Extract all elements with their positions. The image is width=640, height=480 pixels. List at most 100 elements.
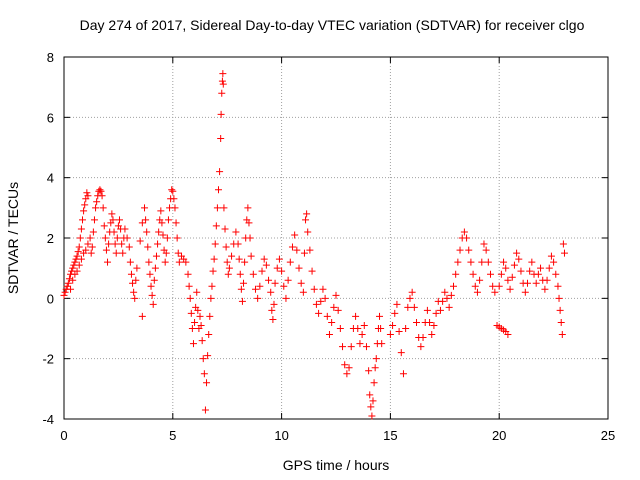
data-point (98, 192, 106, 200)
data-point (341, 361, 349, 369)
data-points-layer (60, 70, 568, 420)
data-point (168, 186, 176, 194)
data-point (105, 240, 113, 248)
data-point (302, 216, 310, 224)
data-point (286, 258, 294, 266)
x-tick-label: 20 (492, 428, 506, 443)
data-point (334, 306, 342, 314)
data-point (188, 325, 196, 332)
data-point (84, 192, 92, 200)
x-tick-label: 10 (274, 428, 288, 443)
data-point (69, 264, 77, 272)
data-point (187, 309, 195, 317)
data-point (159, 231, 167, 239)
data-point (238, 297, 246, 305)
data-point (268, 306, 276, 314)
data-point (97, 187, 105, 195)
data-point (372, 355, 380, 363)
data-point (126, 258, 134, 266)
data-point (528, 258, 536, 266)
data-point (358, 331, 366, 339)
data-point (521, 288, 529, 296)
data-point (273, 264, 281, 272)
data-point (395, 328, 403, 336)
data-point (199, 355, 207, 363)
x-tick-label: 5 (169, 428, 176, 443)
data-point (506, 285, 514, 293)
data-point (201, 406, 209, 414)
data-point (328, 318, 336, 326)
plot-frame (63, 56, 609, 420)
data-point (83, 189, 91, 197)
data-point (369, 397, 377, 405)
data-point (207, 294, 215, 302)
data-point (119, 249, 127, 257)
x-axis-label: GPS time / hours (283, 457, 390, 473)
data-point (205, 331, 213, 339)
data-point (133, 264, 141, 272)
data-point (300, 249, 308, 257)
data-point (537, 264, 545, 272)
data-point (113, 234, 121, 242)
data-point (557, 318, 565, 326)
data-point (534, 270, 542, 278)
data-point (471, 282, 479, 290)
data-point (510, 261, 518, 269)
x-tick-label: 25 (601, 428, 615, 443)
data-point (99, 204, 107, 212)
data-point (211, 240, 219, 248)
data-point (413, 318, 421, 326)
data-point (218, 89, 226, 97)
data-point (247, 252, 255, 260)
data-point (76, 234, 84, 242)
data-point (169, 187, 177, 195)
data-point (74, 248, 82, 256)
data-point (360, 321, 368, 329)
data-point (469, 270, 477, 278)
data-point (502, 264, 510, 272)
data-point (482, 246, 490, 254)
data-point (245, 219, 253, 227)
data-point (170, 195, 178, 203)
data-point (144, 243, 152, 251)
data-point (149, 300, 157, 308)
data-point (206, 312, 214, 320)
data-point (254, 294, 262, 302)
data-point (138, 312, 146, 320)
data-point (491, 288, 499, 296)
data-point (73, 267, 81, 275)
data-point (456, 246, 464, 254)
data-point (197, 321, 205, 329)
data-point (447, 291, 455, 299)
data-point (258, 267, 266, 275)
data-point (225, 264, 233, 272)
data-point (110, 228, 118, 236)
data-point (127, 270, 135, 278)
data-point (523, 279, 531, 287)
data-point (558, 331, 566, 339)
data-point (193, 288, 201, 296)
data-point (371, 364, 379, 372)
data-point (332, 291, 340, 299)
data-point (109, 216, 117, 224)
data-point (157, 207, 165, 215)
data-point (426, 318, 434, 326)
data-point (146, 270, 154, 278)
data-point (282, 294, 290, 302)
data-point (436, 306, 444, 314)
data-point (354, 325, 362, 332)
data-point (280, 282, 288, 290)
data-point (125, 243, 133, 251)
data-point (275, 255, 283, 263)
data-point (386, 331, 394, 339)
data-point (552, 270, 560, 278)
data-point (203, 379, 211, 387)
data-point (77, 255, 85, 263)
data-point (278, 267, 286, 275)
data-point (513, 249, 521, 257)
data-point (251, 285, 259, 293)
data-point (315, 309, 323, 317)
data-point (143, 228, 151, 236)
